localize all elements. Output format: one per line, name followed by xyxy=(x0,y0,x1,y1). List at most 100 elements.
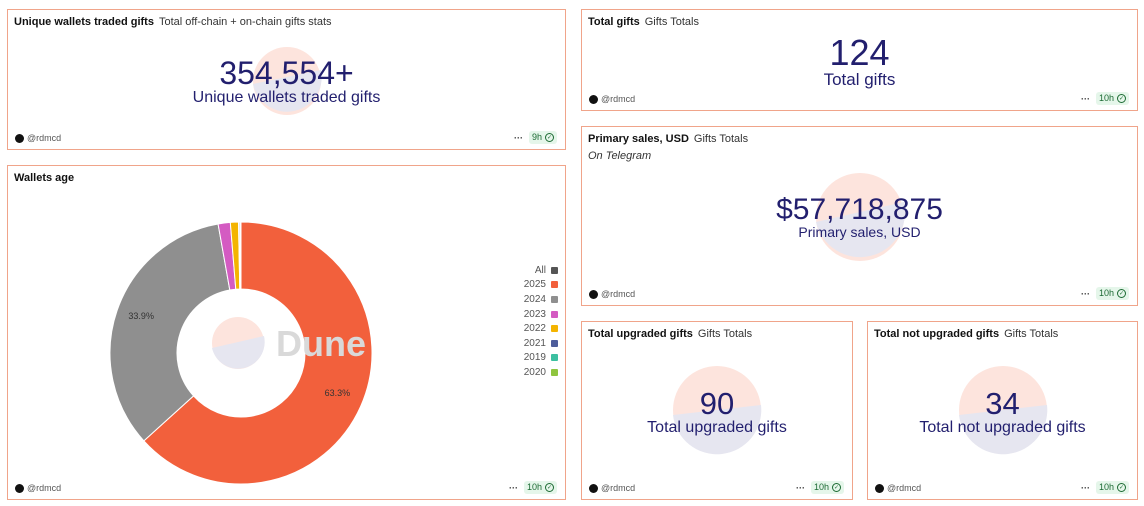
dune-logo-watermark xyxy=(253,47,322,115)
counter: 124 Total gifts xyxy=(582,35,1137,90)
dune-watermark-text: Dune xyxy=(276,323,366,364)
legend-item-2021[interactable]: 2021 xyxy=(524,336,558,351)
legend-swatch xyxy=(551,354,558,362)
counter-label: Total not upgraded gifts xyxy=(919,419,1086,436)
more-options-icon[interactable]: ··· xyxy=(1080,288,1090,299)
counter-label: Total upgraded gifts xyxy=(647,419,787,436)
card-header: Wallets age xyxy=(14,172,74,184)
legend-item-2025[interactable]: 2025 xyxy=(524,278,558,293)
dune-logo-watermark: Dune xyxy=(212,317,366,369)
wallets-age-card: Wallets age Dune 63.3% 33.9% All 2025 2024 2… xyxy=(7,165,566,500)
card-subtitle: Gifts Totals xyxy=(697,328,753,340)
check-icon: ✓ xyxy=(545,133,554,142)
card-footer-actions: ··· 9h ✓ xyxy=(514,131,557,144)
refresh-badge[interactable]: 10h ✓ xyxy=(810,481,844,494)
more-options-icon[interactable]: ··· xyxy=(513,132,523,143)
counter: 354,554+ Unique wallets traded gifts xyxy=(8,57,565,107)
counter-value: $57,718,875 xyxy=(776,193,943,226)
legend-item-all[interactable]: All xyxy=(524,263,558,278)
counter: 90 Total upgraded gifts xyxy=(582,388,852,437)
card-footer-actions: ··· 10h ✓ xyxy=(1081,92,1129,105)
legend-label: All xyxy=(534,264,546,276)
refresh-time: 9h xyxy=(531,132,542,142)
legend-label: 2024 xyxy=(523,293,546,305)
slice-label-2024: 33.9% xyxy=(128,311,154,321)
check-icon: ✓ xyxy=(832,483,841,492)
check-icon: ✓ xyxy=(1117,94,1126,103)
avatar xyxy=(875,483,884,493)
primary-sales-card: Primary sales, USD Gifts Totals On Telegr… xyxy=(581,126,1138,306)
card-subtitle: Total off-chain + on-chain gifts stats xyxy=(158,16,332,28)
card-title: Unique wallets traded gifts xyxy=(14,16,154,28)
author[interactable]: @rdmcd xyxy=(875,483,921,493)
slice-label-2025: 63.3% xyxy=(325,388,351,398)
author-name: @rdmcd xyxy=(601,94,636,104)
legend-swatch xyxy=(551,266,558,274)
refresh-badge[interactable]: 10h ✓ xyxy=(1095,92,1129,105)
check-icon: ✓ xyxy=(1117,483,1126,492)
refresh-badge[interactable]: 10h ✓ xyxy=(1095,481,1129,494)
legend-swatch xyxy=(551,339,558,347)
legend-item-2020[interactable]: 2020 xyxy=(524,365,558,380)
refresh-time: 10h xyxy=(1098,482,1114,492)
card-title: Wallets age xyxy=(14,172,75,184)
counter-value: 124 xyxy=(829,32,890,73)
dune-logo-watermark xyxy=(816,173,905,261)
counter: 34 Total not upgraded gifts xyxy=(868,388,1137,437)
counter-label: Primary sales, USD xyxy=(798,224,921,240)
counter-value: 34 xyxy=(985,386,1020,421)
more-options-icon[interactable]: ··· xyxy=(1080,93,1090,104)
refresh-badge[interactable]: 10h ✓ xyxy=(523,481,557,494)
legend-swatch xyxy=(551,295,558,303)
total-gifts-card: Total gifts Gifts Totals 124 Total gifts … xyxy=(581,9,1138,111)
card-header: Unique wallets traded gifts Total off-cha… xyxy=(14,16,332,28)
more-options-icon[interactable]: ··· xyxy=(1080,482,1090,493)
dune-logo-watermark xyxy=(673,366,762,455)
chart-legend: All 2025 2024 2023 2022 2021 2019 2020 xyxy=(524,263,558,380)
legend-swatch xyxy=(551,310,558,318)
card-footer-actions: ··· 10h ✓ xyxy=(1081,481,1129,494)
legend-item-2022[interactable]: 2022 xyxy=(524,321,558,336)
legend-label: 2025 xyxy=(523,279,546,291)
card-title: Total gifts xyxy=(588,16,640,28)
author[interactable]: @rdmcd xyxy=(15,133,61,143)
author[interactable]: @rdmcd xyxy=(589,289,635,299)
legend-label: 2022 xyxy=(523,323,546,335)
card-header: Total gifts Gifts Totals xyxy=(588,16,699,28)
card-title: Primary sales, USD xyxy=(588,133,689,145)
author[interactable]: @rdmcd xyxy=(589,94,635,104)
card-footer-actions: ··· 10h ✓ xyxy=(509,481,557,494)
card-footer-actions: ··· 10h ✓ xyxy=(796,481,844,494)
refresh-badge[interactable]: 9h ✓ xyxy=(528,131,557,144)
more-options-icon[interactable]: ··· xyxy=(508,482,518,493)
card-subtitle: Gifts Totals xyxy=(1004,328,1059,340)
legend-item-2024[interactable]: 2024 xyxy=(524,292,558,307)
legend-swatch xyxy=(551,281,558,289)
refresh-badge[interactable]: 10h ✓ xyxy=(1095,287,1129,300)
pie-slice-2025[interactable] xyxy=(143,221,373,485)
check-icon: ✓ xyxy=(545,483,554,492)
total-not-upgraded-card: Total not upgraded gifts Gifts Totals 34 … xyxy=(867,321,1138,500)
author-name: @rdmcd xyxy=(887,483,922,493)
more-options-icon[interactable]: ··· xyxy=(795,482,805,493)
card-title: Total not upgraded gifts xyxy=(874,328,1000,340)
legend-item-2023[interactable]: 2023 xyxy=(524,307,558,322)
counter-label: Total gifts xyxy=(823,70,896,89)
unique-wallets-card: Unique wallets traded gifts Total off-cha… xyxy=(7,9,566,150)
card-subtitle: Gifts Totals xyxy=(644,16,699,28)
author-name: @rdmcd xyxy=(27,133,62,143)
avatar xyxy=(15,483,24,493)
counter-value: 90 xyxy=(699,386,735,421)
avatar xyxy=(589,289,598,299)
card-subtitle: Gifts Totals xyxy=(693,133,749,145)
pie-slice-2024[interactable] xyxy=(109,223,231,442)
author[interactable]: @rdmcd xyxy=(589,483,635,493)
card-description: On Telegram xyxy=(588,150,652,162)
legend-label: 2019 xyxy=(523,352,546,364)
avatar xyxy=(589,483,598,493)
wallets-age-donut-chart: Dune 63.3% 33.9% xyxy=(109,221,373,485)
author[interactable]: @rdmcd xyxy=(15,483,61,493)
counter: $57,718,875 Primary sales, USD xyxy=(582,195,1137,240)
legend-item-2019[interactable]: 2019 xyxy=(524,351,558,366)
refresh-time: 10h xyxy=(1098,288,1114,298)
